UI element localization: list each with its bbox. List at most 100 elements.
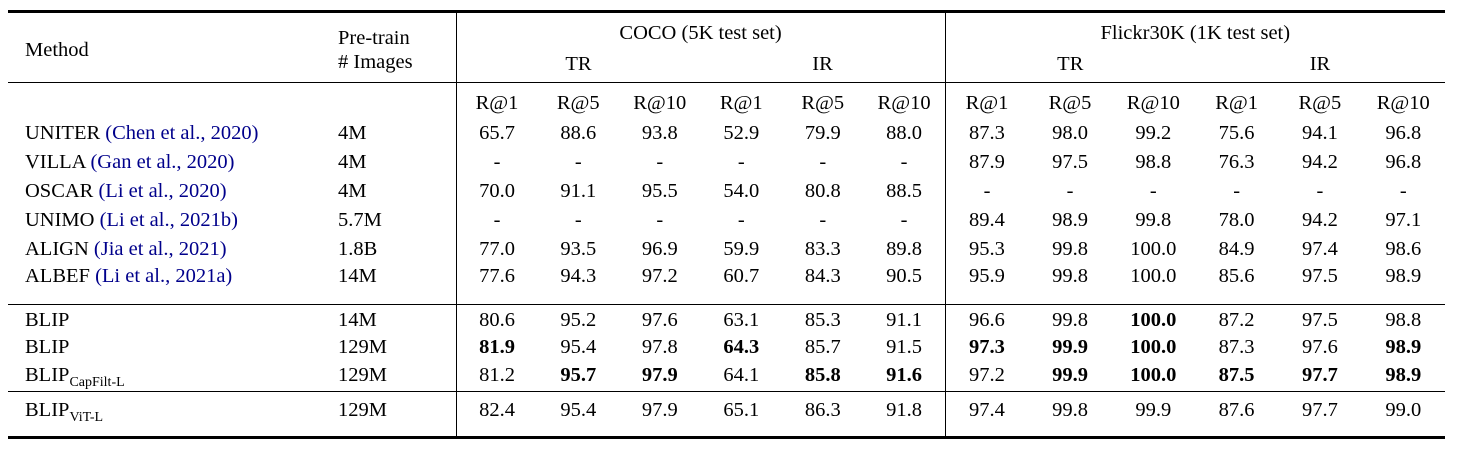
value-cell: 95.4 <box>560 336 597 359</box>
citation-link[interactable]: (Chen et al., 2020) <box>100 122 259 145</box>
table-row: VILLA (Gan et al., 2020) 4M - - - - - -87.9 97.5… <box>8 148 1445 178</box>
pretrain-header-line1: Pre-train <box>338 26 410 49</box>
metric-header: R@1 <box>719 92 763 114</box>
method-name: VILLA <box>25 151 86 174</box>
value-cell: 98.0 <box>1052 122 1088 145</box>
value-cell: 95.7 <box>560 363 597 386</box>
value-cell: 97.9 <box>641 363 678 386</box>
method-header: Method <box>8 11 339 83</box>
value-cell: 94.2 <box>1301 209 1338 232</box>
method-name: BLIP <box>25 336 70 359</box>
value-cell: 94.3 <box>560 264 597 287</box>
value-cell: 97.7 <box>1278 391 1362 438</box>
value-cell: 83.3 <box>804 238 841 261</box>
value-cell: 65.7 <box>455 119 538 149</box>
value-cell: 100.0 <box>1130 238 1177 261</box>
value-cell: - <box>900 151 908 174</box>
value-cell: 93.8 <box>641 122 678 145</box>
value-cell: - <box>737 151 745 174</box>
flickr30k-group-header: Flickr30K (1K test set) <box>944 11 1445 49</box>
method-cell: BLIPViT-L <box>8 391 339 438</box>
value-cell: 97.4 <box>1301 238 1338 261</box>
value-cell: 100.0 <box>1130 264 1177 287</box>
metric-header-spacer <box>8 83 456 120</box>
value-cell: 98.9 <box>1385 336 1422 359</box>
value-cell: 77.0 <box>455 235 538 265</box>
value-cell: 84.3 <box>804 264 841 287</box>
method-cell: OSCAR (Li et al., 2020) <box>8 178 338 207</box>
value-cell: 84.9 <box>1218 238 1255 261</box>
value-cell: 93.5 <box>560 238 597 261</box>
value-cell: 85.7 <box>804 336 841 359</box>
citation-link[interactable]: (Li et al., 2021a) <box>89 264 233 287</box>
value-cell: 87.2 <box>1194 304 1279 334</box>
value-cell: 85.3 <box>782 304 864 334</box>
value-cell: 97.7 <box>1301 363 1338 386</box>
value-cell: 85.6 <box>1218 264 1255 287</box>
value-cell: 97.6 <box>619 304 701 334</box>
value-cell: 98.8 <box>1361 304 1445 334</box>
value-cell: - <box>455 148 538 178</box>
value-cell: 97.6 <box>1301 336 1338 359</box>
value-cell: 100.0 <box>1130 336 1177 359</box>
value-cell: 97.3 <box>944 333 1029 363</box>
flickr-ir-subheader: IR <box>1194 48 1445 83</box>
value-cell: 96.9 <box>641 238 678 261</box>
value-cell: 94.2 <box>1301 151 1338 174</box>
value-cell: 59.9 <box>723 238 760 261</box>
value-cell: 99.8 <box>1052 264 1088 287</box>
citation-link[interactable]: (Jia et al., 2021) <box>88 238 227 261</box>
pretrain-cell: 14M <box>338 264 377 287</box>
value-cell: 99.9 <box>1111 391 1195 438</box>
value-cell: - <box>900 209 908 232</box>
value-cell: 88.5 <box>886 180 922 203</box>
value-cell: - <box>574 209 582 232</box>
citation-link[interactable]: (Li et al., 2020) <box>93 180 227 203</box>
value-cell: 88.0 <box>886 122 922 145</box>
pretrain-cell: 4M <box>338 122 367 145</box>
method-cell: BLIPCapFilt-L <box>8 363 338 392</box>
method-cell: ALIGN (Jia et al., 2021) <box>8 236 338 265</box>
value-cell: 85.8 <box>804 363 841 386</box>
method-name: UNIMO <box>25 209 95 232</box>
value-cell: 98.9 <box>1385 264 1422 287</box>
table-row: UNITER (Chen et al., 2020) 4M 65.7 88.6 93.8… <box>8 119 1445 149</box>
pretrain-cell: 5.7M <box>338 209 382 232</box>
value-cell: 98.6 <box>1385 238 1422 261</box>
retrieval-results-table: Method Pre-train # Images COCO (5K test … <box>8 10 1445 439</box>
table-row: ALIGN (Jia et al., 2021) 1.8B 77.0 93.5 96.9… <box>8 235 1445 265</box>
metric-header: R@10 <box>633 92 687 114</box>
value-cell: - <box>656 209 664 232</box>
value-cell: 87.3 <box>944 119 1029 149</box>
value-cell: - <box>574 151 582 174</box>
value-cell: - <box>819 209 827 232</box>
method-subscript: ViT-L <box>69 410 104 426</box>
value-cell: - <box>1233 180 1241 203</box>
method-subscript: CapFilt-L <box>69 374 125 390</box>
method-cell: BLIP <box>8 334 338 363</box>
value-cell: 70.0 <box>455 177 538 207</box>
value-cell: 64.3 <box>723 336 760 359</box>
value-cell: 98.9 <box>1052 209 1088 232</box>
flickr-tr-subheader: TR <box>944 48 1195 83</box>
metric-header: R@10 <box>1376 92 1430 114</box>
value-cell: - <box>656 151 664 174</box>
method-cell: UNITER (Chen et al., 2020) <box>8 120 338 149</box>
pretrain-header: Pre-train # Images <box>338 11 457 83</box>
value-cell: 91.6 <box>886 363 922 386</box>
method-name: BLIP <box>25 399 70 422</box>
value-cell: - <box>1316 180 1324 203</box>
citation-link[interactable]: (Li et al., 2021b) <box>94 209 238 232</box>
coco-tr-subheader: TR <box>455 48 701 83</box>
citation-link[interactable]: (Gan et al., 2020) <box>85 151 235 174</box>
metric-header: R@5 <box>1298 92 1342 114</box>
value-cell: 88.6 <box>560 122 597 145</box>
value-cell: - <box>944 177 1029 207</box>
table-row: BLIPViT-L 129M 82.4 95.4 97.9 65.1 86.3 91.8 97.… <box>8 391 1445 438</box>
value-cell: - <box>819 151 827 174</box>
value-cell: 97.2 <box>641 264 678 287</box>
value-cell: 99.8 <box>1052 238 1088 261</box>
value-cell: 97.5 <box>1052 151 1088 174</box>
value-cell: 99.8 <box>1135 209 1172 232</box>
value-cell: 100.0 <box>1111 304 1195 334</box>
